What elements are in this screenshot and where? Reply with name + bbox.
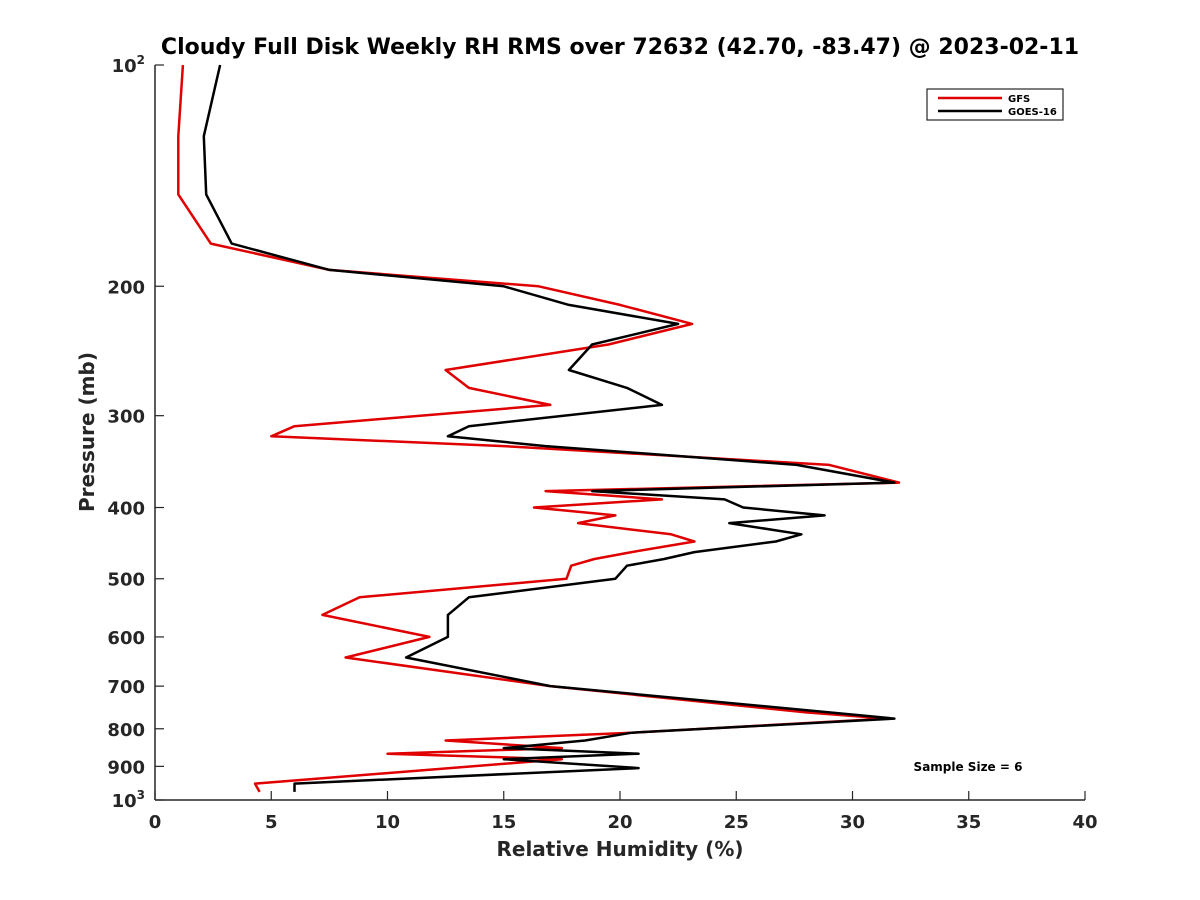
legend-box <box>926 88 1064 121</box>
y-tick-label: 700 <box>107 677 145 698</box>
legend-label: GOES-16 <box>1008 107 1057 118</box>
x-tick-label: 10 <box>375 812 400 833</box>
x-ticks: 0 5 10 15 20 25 30 35 40 <box>149 791 1098 833</box>
x-tick-label: 35 <box>956 812 981 833</box>
x-tick-label: 5 <box>265 812 278 833</box>
x-axis-label: Relative Humidity (%) <box>496 837 743 861</box>
x-tick-label: 20 <box>607 812 632 833</box>
x-tick-label: 0 <box>149 812 162 833</box>
x-tick-label: 30 <box>840 812 865 833</box>
series-layer <box>177 64 901 793</box>
x-tick-label: 25 <box>724 812 749 833</box>
x-tick-label: 15 <box>491 812 516 833</box>
x-tick-label: 40 <box>1072 812 1097 833</box>
sample-size-annotation: Sample Size = 6 <box>914 760 1023 774</box>
y-tick-label: 800 <box>107 720 145 741</box>
chart-title: Cloudy Full Disk Weekly RH RMS over 7263… <box>161 35 1079 60</box>
y-tick-label: 200 <box>107 277 145 298</box>
series-line-goes-16 <box>202 64 896 792</box>
y-tick-label: 300 <box>107 407 145 428</box>
y-tick-label: 500 <box>107 570 145 591</box>
y-axis-label: Pressure (mb) <box>75 352 99 512</box>
y-tick-label: 900 <box>107 757 145 778</box>
y-tick-label: 102 <box>112 53 145 77</box>
y-tick-label: 103 <box>112 788 145 812</box>
y-tick-label: 400 <box>107 499 145 520</box>
legend-label: GFS <box>1008 94 1030 105</box>
y-ticks: 102 200 300 400 500 600 700 800 900 103 <box>107 53 164 812</box>
legend: GFS GOES-16 <box>926 88 1064 121</box>
y-tick-label: 600 <box>107 628 145 649</box>
